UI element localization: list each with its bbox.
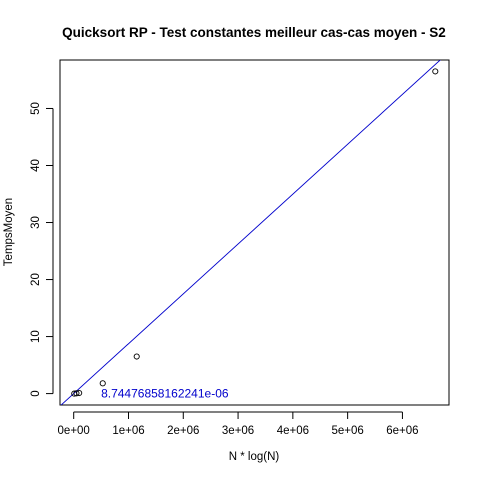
x-tick-label: 2e+06 bbox=[167, 425, 199, 437]
regression-line bbox=[60, 60, 441, 405]
x-tick-label: 0e+00 bbox=[58, 425, 90, 437]
y-tick-label: 10 bbox=[30, 330, 42, 343]
data-point bbox=[76, 389, 83, 397]
x-axis-label: N * log(N) bbox=[229, 451, 280, 463]
y-tick-label: 30 bbox=[30, 216, 42, 229]
data-point bbox=[99, 380, 106, 387]
y-tick-label: 0 bbox=[30, 390, 42, 396]
y-tick-label: 40 bbox=[30, 159, 42, 172]
data-point bbox=[73, 390, 80, 397]
x-tick-label: 5e+06 bbox=[331, 425, 363, 437]
x-axis: 0e+00 1e+06 2e+06 3e+06 4e+06 5e+06 6e+06 bbox=[58, 411, 419, 437]
data-point bbox=[133, 353, 140, 360]
x-tick-label: 3e+06 bbox=[222, 425, 254, 437]
chart-title: Quicksort RP - Test constantes meilleur … bbox=[62, 25, 446, 40]
y-axis-label: TempsMoyen bbox=[3, 198, 15, 266]
slope-annotation: 8.74476858162241e-06 bbox=[101, 387, 229, 401]
plot-frame bbox=[59, 59, 450, 406]
y-tick-label: 20 bbox=[30, 273, 42, 286]
plot-area: 8.74476858162241e-06 bbox=[60, 60, 441, 405]
y-tick-label: 50 bbox=[30, 102, 42, 115]
data-point bbox=[432, 68, 439, 75]
x-tick-label: 6e+06 bbox=[386, 425, 418, 437]
x-tick-label: 4e+06 bbox=[277, 425, 309, 437]
y-axis: 0 10 20 30 40 50 bbox=[30, 102, 54, 397]
x-tick-label: 1e+06 bbox=[112, 425, 144, 437]
